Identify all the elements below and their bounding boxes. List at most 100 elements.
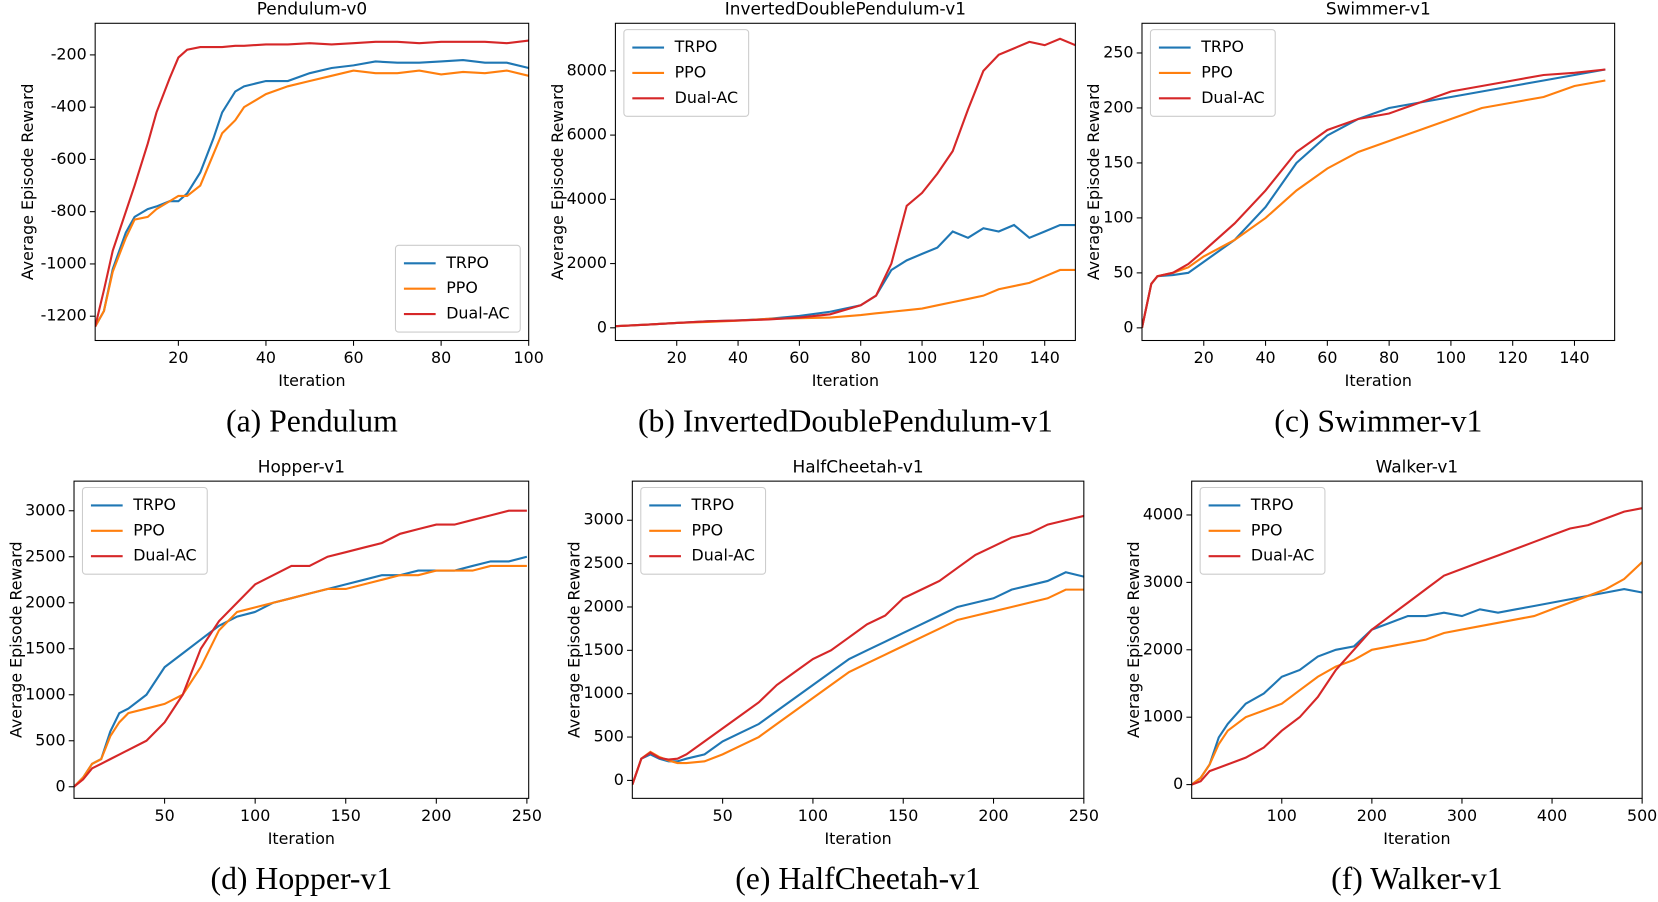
y-tick-label: 4000 [567,189,607,208]
y-tick-label: 50 [1113,262,1133,281]
x-tick-label: 400 [1537,806,1567,825]
y-tick-label: 150 [1103,152,1133,171]
y-tick-label: -1200 [41,306,87,325]
legend: TRPO PPO Dual-AC [394,244,521,333]
legend-label: Dual-AC [446,304,509,323]
y-tick-label: 1000 [25,684,65,703]
panel: Hopper-v1 0 500 1000 1500 2000 2500 3000 50 100 15… [6,456,542,896]
legend-label: TRPO [132,495,176,514]
x-tick-label: 100 [240,806,270,825]
x-axis-label: Iteration [268,829,335,848]
x-axis-label: Iteration [1383,829,1450,848]
y-tick-label: 100 [1103,207,1133,226]
series-line [74,564,527,788]
series-line [632,588,1084,786]
y-axis-label: Average Episode Reward [1084,84,1103,281]
x-tick-label: 500 [1627,806,1657,825]
x-tick-label: 150 [888,806,918,825]
y-tick-label: -800 [51,201,87,220]
x-tick-label: 80 [851,348,871,367]
legend-label: PPO [446,278,478,297]
legend-box [394,244,521,333]
series-line [95,59,529,328]
panel: InvertedDoublePendulum-v1 0 2000 4000 6000 80… [548,0,1076,438]
caption: (c) Swimmer-v1 [1274,403,1482,438]
y-tick-label: 8000 [567,60,607,79]
y-tick-label: 500 [594,727,624,746]
panel-title: Walker-v1 [1376,456,1459,476]
x-tick-label: 200 [421,806,451,825]
x-tick-label: 40 [1255,348,1275,367]
y-tick-label: 4000 [1143,504,1183,523]
x-tick-label: 100 [798,806,828,825]
x-tick-label: 140 [1030,348,1060,367]
legend-label: TRPO [1250,495,1294,514]
x-axis-label: Iteration [824,829,891,848]
series-line [1141,68,1606,329]
y-tick-label: 1000 [583,683,623,702]
legend-box [640,486,767,575]
panel: Pendulum-v0 -1200 -1000 -800 -600 -400 -200 20 4… [18,0,544,438]
y-tick-label: 3000 [25,500,65,519]
x-tick-label: 100 [907,348,937,367]
series-line [632,514,1084,786]
lines [95,39,529,328]
x-tick-label: 200 [1357,806,1387,825]
x-tick-label: 250 [1069,806,1099,825]
caption: (f) Walker-v1 [1331,861,1502,896]
legend-label: PPO [1251,520,1283,539]
x-tick-label: 40 [256,348,276,367]
y-tick-label: 2000 [25,592,65,611]
legend-label: PPO [675,62,707,81]
series-line [1191,561,1643,786]
legend-box [81,486,208,575]
axes-frame [73,480,530,799]
y-tick-label: 0 [614,770,624,789]
series-line [615,223,1076,328]
y-axis-label: Average Episode Reward [1124,541,1143,738]
panel: HalfCheetah-v1 0 500 1000 1500 2000 2500 3000 50… [565,456,1099,896]
y-tick-label: -1000 [41,253,87,272]
x-tick-label: 20 [1194,348,1214,367]
caption: (e) HalfCheetah-v1 [735,861,981,896]
series-line [615,37,1076,328]
legend-box [1149,29,1276,117]
legend-label: TRPO [674,37,718,56]
y-tick-label: -600 [51,149,87,168]
axes-frame [614,22,1076,342]
series-line [1191,588,1643,786]
x-tick-label: 20 [667,348,687,367]
y-tick-label: 2500 [583,553,623,572]
axes-frame [631,480,1085,799]
y-tick-label: 1000 [1143,707,1183,726]
legend-label: PPO [692,520,724,539]
series-line [632,571,1084,786]
y-tick-label: 3000 [1143,572,1183,591]
legend-label: Dual-AC [1201,88,1264,107]
legend: TRPO PPO Dual-AC [81,486,208,575]
panel-title: Swimmer-v1 [1326,0,1431,19]
y-tick-label: 2000 [583,596,623,615]
series-line [1141,68,1606,329]
panel-title: HalfCheetah-v1 [793,456,924,476]
x-tick-label: 50 [713,806,733,825]
panel-title: InvertedDoublePendulum-v1 [725,0,966,19]
series-line [95,39,529,327]
panel: Swimmer-v1 0 50 100 150 200 250 20 40 60 80 100 120 1… [1084,0,1616,438]
y-tick-label: -400 [51,97,87,116]
x-tick-label: 100 [1436,348,1466,367]
legend: TRPO PPO Dual-AC [640,486,767,575]
y-tick-label: 1500 [583,640,623,659]
legend: TRPO PPO Dual-AC [1199,486,1326,575]
x-tick-label: 300 [1447,806,1477,825]
x-tick-label: 80 [1379,348,1399,367]
y-axis-label: Average Episode Reward [565,541,584,738]
legend-box [623,29,750,117]
y-tick-label: 500 [35,730,65,749]
y-tick-label: 2000 [1143,639,1183,658]
y-tick-label: 0 [55,776,65,795]
axes-frame [1141,22,1616,342]
legend-label: Dual-AC [675,88,738,107]
legend-label: TRPO [1200,37,1244,56]
